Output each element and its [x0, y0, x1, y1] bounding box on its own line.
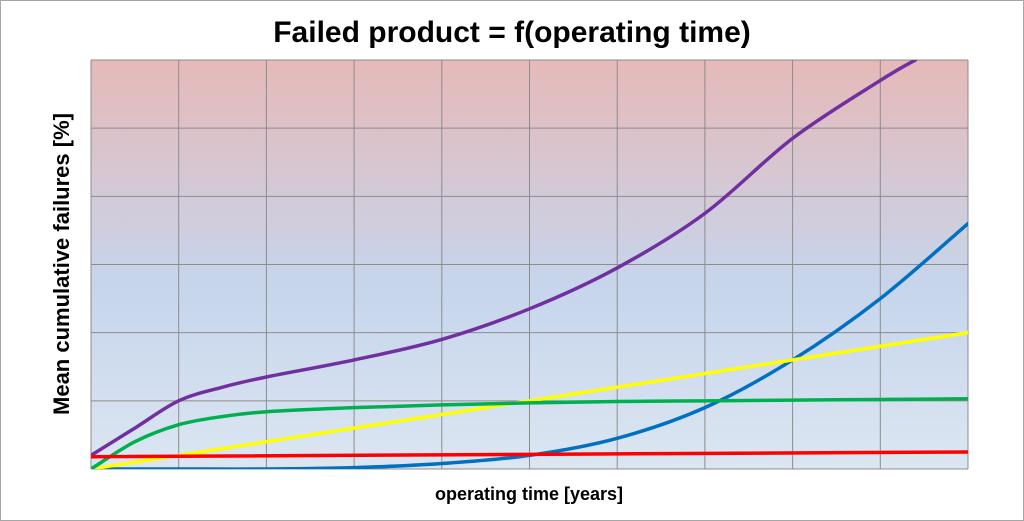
series-line-3 — [91, 330, 968, 469]
series-line-5 — [91, 450, 968, 459]
x-axis-label: operating time [years] — [434, 484, 624, 504]
series-line-1 — [91, 60, 918, 458]
chart-title: Failed product = f(operating time) — [273, 16, 751, 49]
series-line-4 — [91, 397, 968, 469]
